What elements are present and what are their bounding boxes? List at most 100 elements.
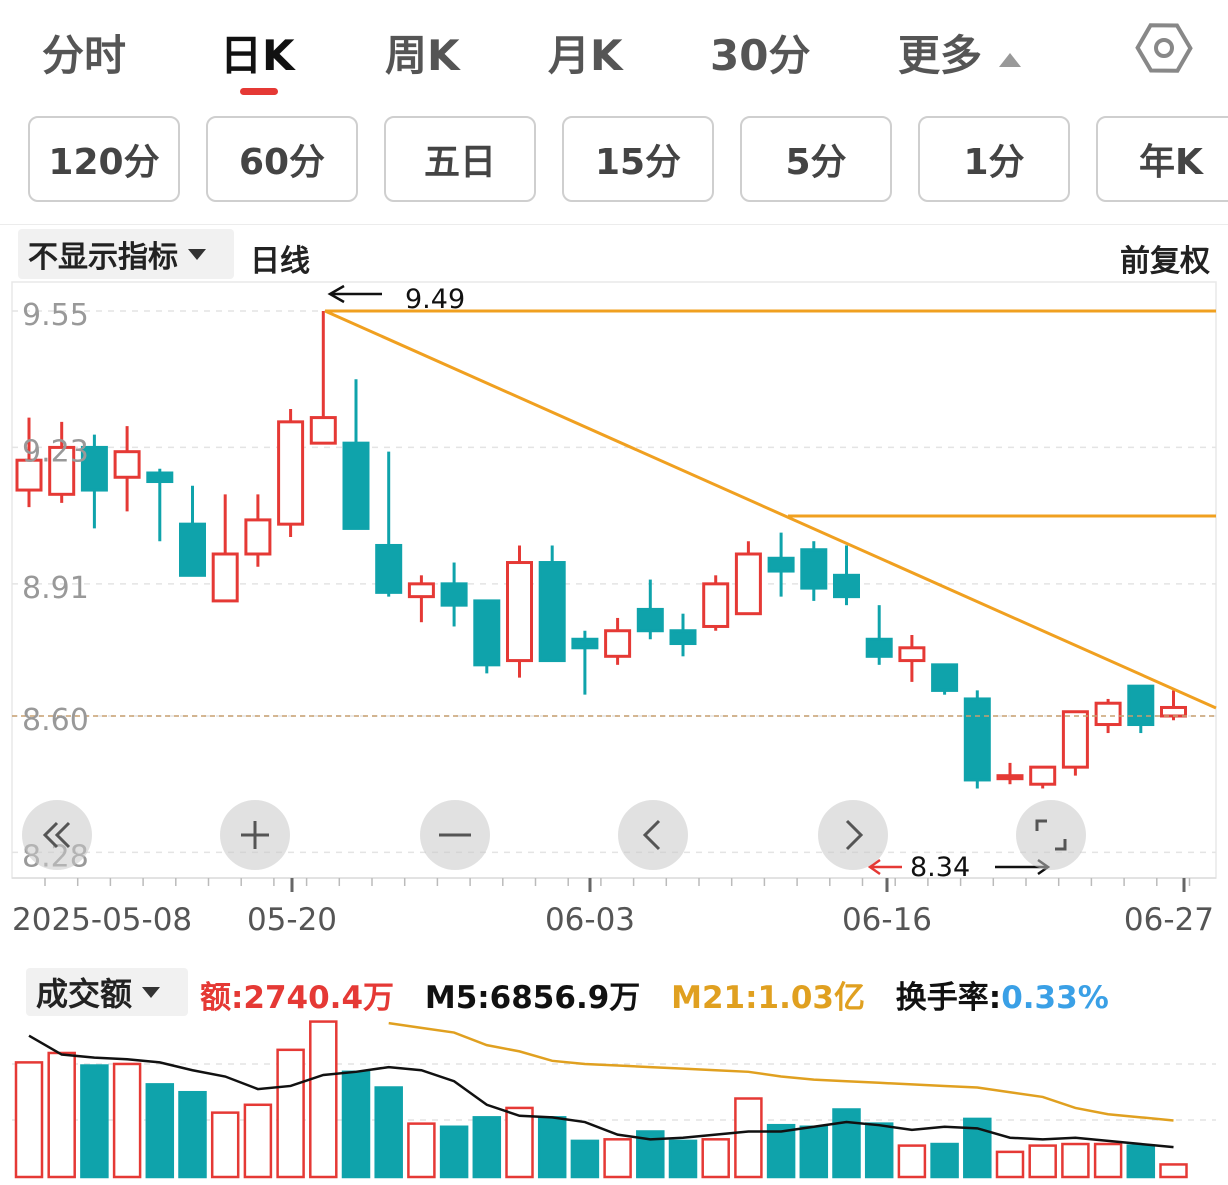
caret-up-icon bbox=[998, 52, 1021, 67]
indicator-select-label: 不显示指标 bbox=[28, 240, 178, 275]
candle bbox=[669, 613, 697, 657]
price-tick-label: 8.60 bbox=[22, 703, 89, 738]
price-tick-label: 8.91 bbox=[22, 571, 89, 606]
candle bbox=[407, 575, 435, 623]
candle-body bbox=[996, 774, 1024, 781]
candle-body bbox=[734, 552, 762, 616]
candle bbox=[146, 468, 174, 542]
period-5min-button[interactable]: 5分 bbox=[740, 116, 892, 202]
candle-body bbox=[309, 416, 337, 445]
date-tick-label: 06-03 bbox=[545, 902, 635, 938]
m5-line bbox=[28, 1034, 1174, 1149]
price-tick-label: 9.55 bbox=[22, 298, 89, 333]
indicator-select[interactable]: 不显示指标 bbox=[18, 229, 234, 279]
period-15min-button[interactable]: 15分 bbox=[562, 116, 714, 202]
volume-bar bbox=[799, 1125, 829, 1179]
volume-stats: 额:2740.4万 M5:6856.9万 M21:1.03亿 换手率:0.33% bbox=[200, 972, 1129, 1017]
volume-bar bbox=[341, 1070, 371, 1179]
candle bbox=[1061, 710, 1089, 776]
date-tick-label: 2025-05-08 bbox=[12, 902, 192, 938]
candle bbox=[342, 379, 370, 530]
chart-type-label: 日线 bbox=[250, 244, 310, 279]
candle bbox=[473, 599, 501, 674]
candle-body bbox=[800, 548, 828, 590]
candle bbox=[1029, 765, 1057, 789]
candle bbox=[636, 579, 664, 640]
candle bbox=[1127, 684, 1155, 734]
tab-weekly-k[interactable]: 周K bbox=[385, 31, 460, 80]
candle-body bbox=[636, 607, 664, 633]
volume-bar bbox=[734, 1097, 763, 1179]
candle bbox=[309, 311, 337, 445]
candle bbox=[931, 663, 959, 695]
amount-stat: 额:2740.4万 bbox=[200, 980, 394, 1016]
period-button-row: 120分 60分 五日 15分 5分 1分 年K bbox=[0, 112, 1228, 208]
candle-body bbox=[963, 697, 991, 782]
date-tick-label: 05-20 bbox=[247, 902, 337, 938]
candle-body bbox=[179, 522, 206, 577]
period-60min-button[interactable]: 60分 bbox=[206, 116, 358, 202]
active-tab-indicator bbox=[240, 88, 278, 95]
period-1min-button[interactable]: 1分 bbox=[918, 116, 1070, 202]
volume-bar bbox=[80, 1064, 109, 1179]
tab-monthly-k[interactable]: 月K bbox=[548, 31, 623, 80]
volume-bar bbox=[178, 1090, 207, 1179]
volume-bar bbox=[930, 1142, 959, 1179]
volume-bar bbox=[1028, 1144, 1057, 1179]
amount-value: 2740.4万 bbox=[243, 980, 395, 1016]
candle-body bbox=[604, 629, 632, 658]
scroll-start-button[interactable] bbox=[22, 800, 92, 870]
candle bbox=[15, 417, 43, 508]
candle-body bbox=[931, 663, 959, 692]
dropdown-caret-icon bbox=[188, 248, 206, 260]
volume-chart[interactable] bbox=[0, 1020, 1228, 1185]
fullscreen-button[interactable] bbox=[1016, 800, 1086, 870]
price-tick-label: 9.23 bbox=[22, 434, 89, 469]
turnover-value: 0.33% bbox=[1001, 980, 1109, 1016]
tab-timeshare[interactable]: 分时 bbox=[42, 31, 127, 80]
candle-body bbox=[15, 458, 43, 492]
candle-body bbox=[375, 543, 403, 594]
volume-bar bbox=[472, 1116, 502, 1179]
volume-indicator-select[interactable]: 成交额 bbox=[26, 968, 188, 1016]
candle-body bbox=[538, 561, 566, 663]
tab-30min[interactable]: 30分 bbox=[710, 31, 811, 80]
candle bbox=[604, 617, 632, 665]
period-120min-button[interactable]: 120分 bbox=[28, 116, 180, 202]
volume-bar bbox=[897, 1144, 927, 1179]
zoom-out-button[interactable] bbox=[420, 800, 490, 870]
candle bbox=[48, 421, 76, 503]
high-annotation: 9.49 bbox=[327, 284, 465, 315]
settings-hexagon-icon[interactable] bbox=[1134, 18, 1194, 78]
period-yearly-button[interactable]: 年K bbox=[1096, 116, 1228, 202]
volume-bar bbox=[14, 1061, 44, 1179]
divider bbox=[0, 224, 1228, 225]
period-5day-button[interactable]: 五日 bbox=[384, 116, 536, 202]
candlestick-chart[interactable]: 9.559.238.918.608.28 9.49 8.34 2025-05-0… bbox=[0, 280, 1228, 950]
candle bbox=[211, 494, 239, 603]
zoom-in-button[interactable] bbox=[220, 800, 290, 870]
zoom-out-icon bbox=[439, 833, 471, 837]
volume-select-label: 成交额 bbox=[36, 975, 133, 1013]
candle-body bbox=[244, 518, 272, 556]
candle-body bbox=[211, 552, 239, 603]
volume-bar bbox=[112, 1062, 142, 1179]
candle bbox=[865, 605, 893, 665]
candle bbox=[244, 494, 272, 567]
candle bbox=[80, 434, 108, 529]
fullscreen-icon bbox=[1035, 819, 1067, 851]
volume-bar bbox=[832, 1108, 861, 1179]
m5-label: M5: bbox=[424, 980, 490, 1016]
candle bbox=[996, 762, 1024, 785]
tab-daily-k[interactable]: 日K bbox=[220, 31, 295, 80]
scroll-left-button[interactable] bbox=[618, 800, 688, 870]
candle-body bbox=[669, 629, 697, 646]
scroll-right-button[interactable] bbox=[818, 800, 888, 870]
tab-more[interactable]: 更多 bbox=[898, 22, 1023, 83]
volume-bar bbox=[145, 1083, 175, 1179]
m21-stat: M21:1.03亿 bbox=[671, 980, 865, 1016]
turnover-stat: 换手率:0.33% bbox=[896, 980, 1109, 1016]
candle bbox=[734, 541, 762, 616]
adjust-mode-label[interactable]: 前复权 bbox=[1120, 244, 1210, 279]
candle bbox=[702, 575, 730, 631]
